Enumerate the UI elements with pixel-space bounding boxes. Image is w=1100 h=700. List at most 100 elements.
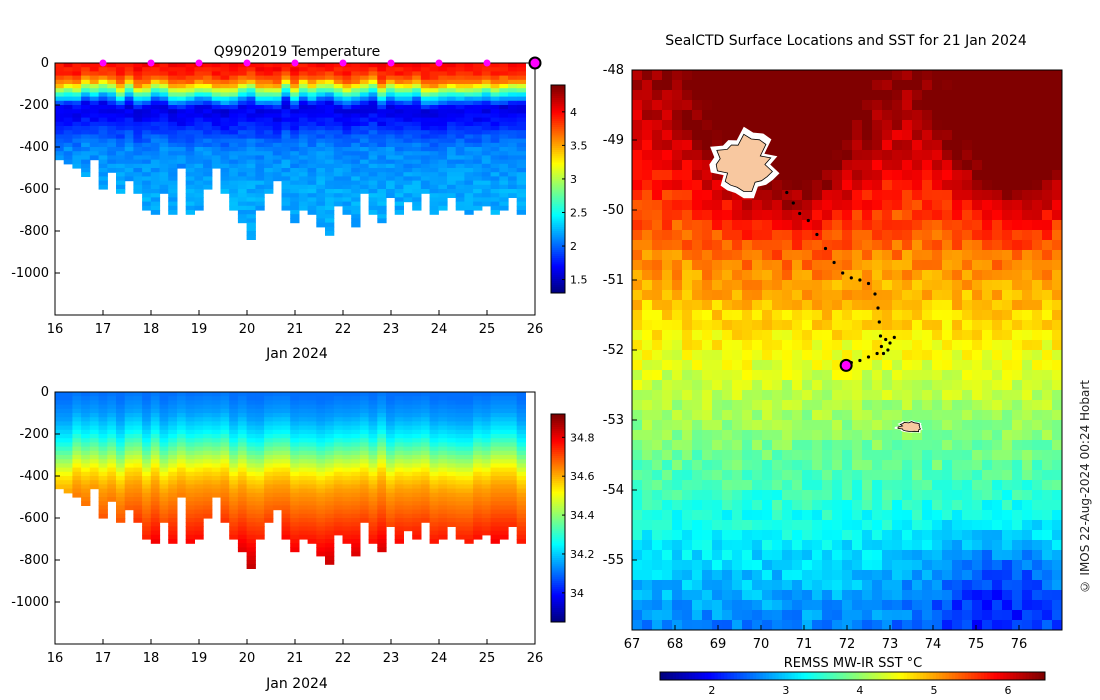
section-cell bbox=[246, 476, 256, 481]
section-cell bbox=[325, 492, 335, 498]
sst-cell bbox=[692, 90, 703, 101]
sst-cell bbox=[772, 200, 783, 211]
section-cell bbox=[203, 63, 213, 68]
section-cell bbox=[272, 429, 283, 435]
sst-cell bbox=[782, 180, 793, 191]
section-cell bbox=[211, 459, 222, 464]
section-cell bbox=[473, 396, 483, 401]
section-cell bbox=[220, 434, 230, 439]
section-cell bbox=[325, 509, 335, 515]
sst-cell bbox=[852, 290, 863, 301]
section-cell bbox=[325, 551, 335, 557]
sst-cell bbox=[1042, 140, 1053, 151]
sst-cell bbox=[882, 270, 893, 281]
section-profile bbox=[325, 63, 335, 236]
section-cell bbox=[203, 84, 213, 89]
section-cell bbox=[81, 134, 91, 140]
section-cell bbox=[377, 404, 387, 410]
section-cell bbox=[386, 459, 396, 464]
section-cell bbox=[359, 467, 370, 473]
section-profile bbox=[211, 392, 222, 498]
section-cell bbox=[229, 205, 239, 211]
section-cell bbox=[342, 84, 352, 89]
section-cell bbox=[246, 96, 256, 102]
section-cell bbox=[481, 109, 492, 114]
section-cell bbox=[447, 138, 457, 144]
section-cell bbox=[455, 105, 465, 110]
section-cell bbox=[473, 109, 483, 114]
section-cell bbox=[159, 121, 169, 127]
sst-cell bbox=[1002, 250, 1013, 261]
section-cell bbox=[377, 84, 387, 89]
section-cell bbox=[203, 113, 213, 119]
section-cell bbox=[81, 113, 91, 119]
section-cell bbox=[499, 505, 509, 511]
sst-cell bbox=[642, 200, 653, 211]
section-cell bbox=[255, 497, 265, 502]
section-cell bbox=[133, 138, 143, 144]
section-cell bbox=[237, 459, 248, 464]
section-cell bbox=[272, 176, 283, 182]
section-cell bbox=[133, 471, 143, 477]
sst-cell bbox=[732, 220, 743, 231]
section-cell bbox=[298, 446, 309, 452]
sst-cell bbox=[852, 170, 863, 181]
colorbar-segment bbox=[551, 220, 565, 223]
sst-cell bbox=[882, 230, 893, 241]
section-cell bbox=[264, 84, 274, 89]
section-cell bbox=[386, 100, 396, 106]
section-cell bbox=[307, 455, 317, 460]
section-cell bbox=[394, 138, 404, 144]
section-cell bbox=[246, 497, 256, 502]
section-cell bbox=[255, 105, 265, 110]
section-cell bbox=[142, 117, 152, 123]
section-cell bbox=[438, 442, 448, 448]
section-cell bbox=[168, 463, 178, 469]
section-profile bbox=[464, 63, 474, 215]
section-cell bbox=[55, 113, 65, 119]
section-cell bbox=[325, 543, 335, 548]
section-cell bbox=[351, 113, 361, 119]
section-cell bbox=[394, 159, 404, 165]
sst-cell bbox=[682, 240, 693, 251]
sst-cell bbox=[672, 90, 683, 101]
colorbar-segment bbox=[551, 191, 565, 194]
section-cell bbox=[264, 75, 274, 81]
sst-cell bbox=[692, 160, 703, 171]
section-cell bbox=[264, 467, 274, 473]
sst-cell bbox=[992, 280, 1003, 291]
section-cell bbox=[473, 446, 483, 452]
section-cell bbox=[211, 142, 222, 148]
section-cell bbox=[351, 159, 361, 165]
section-cell bbox=[107, 492, 117, 498]
sst-cell bbox=[972, 220, 983, 231]
colorbar-segment bbox=[551, 507, 565, 511]
section-cell bbox=[377, 509, 387, 515]
section-cell bbox=[464, 497, 474, 502]
section-cell bbox=[438, 450, 448, 456]
section-cell bbox=[177, 392, 187, 397]
section-cell bbox=[290, 480, 300, 485]
section-cell bbox=[412, 168, 422, 173]
section-cell bbox=[264, 109, 274, 114]
sst-cell bbox=[642, 120, 653, 131]
section-cell bbox=[237, 434, 248, 439]
section-cell bbox=[281, 201, 291, 207]
section-profile bbox=[63, 63, 73, 165]
section-cell bbox=[307, 100, 317, 106]
section-cell bbox=[447, 471, 457, 477]
section-cell bbox=[264, 184, 274, 190]
sst-cell bbox=[772, 70, 783, 81]
section-cell bbox=[281, 413, 291, 418]
section-cell bbox=[516, 180, 526, 186]
section-cell bbox=[386, 518, 396, 523]
section-cell bbox=[81, 471, 91, 477]
section-cell bbox=[264, 134, 274, 140]
section-cell bbox=[298, 180, 309, 186]
section-cell bbox=[55, 400, 65, 406]
section-cell bbox=[290, 71, 300, 77]
section-cell bbox=[307, 488, 317, 494]
section-cell bbox=[177, 484, 187, 490]
section-cell bbox=[63, 396, 73, 401]
x-tick-label: 18 bbox=[143, 322, 160, 337]
